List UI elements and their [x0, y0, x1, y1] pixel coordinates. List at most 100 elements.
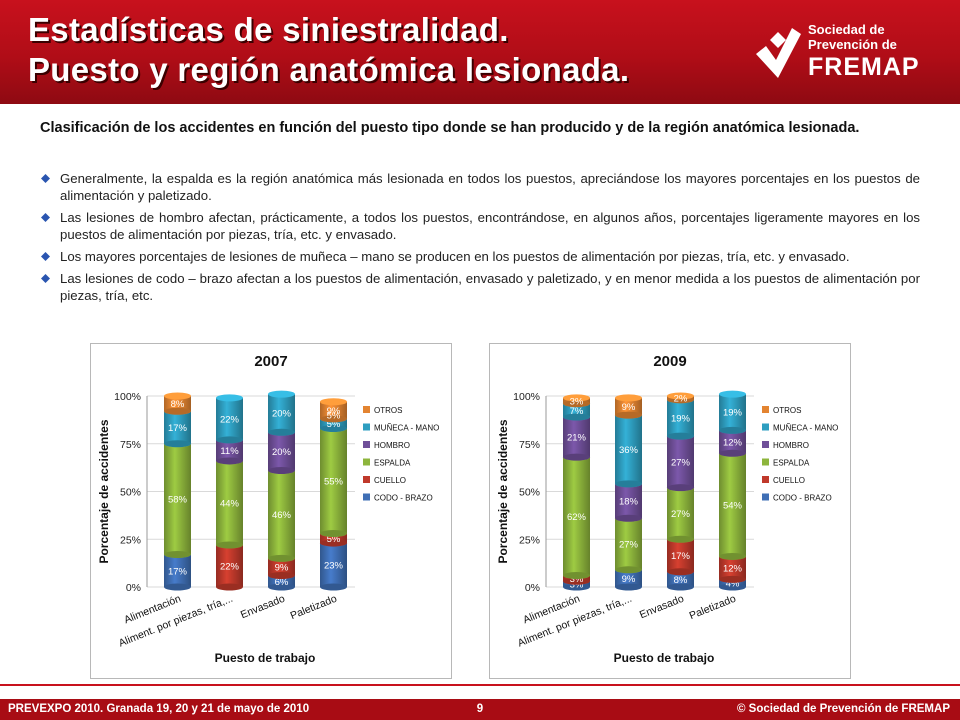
- x-tick-label: Paletizado: [289, 593, 339, 623]
- chart-2009-svg: 2009 0% 25% 50% 75% 100% Porcentaje de acciden…: [496, 353, 838, 665]
- data-label: 3%: [570, 396, 584, 407]
- diamond-bullet-icon: [41, 252, 50, 261]
- data-label: 3%: [570, 580, 584, 591]
- bar-segment: [667, 487, 694, 540]
- legend-swatch: [363, 493, 370, 501]
- legend-label: MUÑECA - MANO: [374, 424, 439, 433]
- bullet-text: Las lesiones de hombro afectan, práctica…: [60, 210, 920, 242]
- bar-segment-base: [667, 583, 694, 591]
- data-label: 2%: [674, 393, 688, 404]
- bar-segment-base: [164, 583, 191, 591]
- page-title: Estadísticas de siniestralidad. Puesto y…: [28, 10, 629, 90]
- legend-label: MUÑECA - MANO: [773, 424, 838, 433]
- diamond-bullet-icon: [41, 274, 50, 283]
- data-label: 22%: [220, 414, 240, 425]
- bar-segment: [320, 418, 347, 429]
- legend-swatch: [762, 493, 769, 501]
- bar-segment: [615, 569, 642, 587]
- bar-segment: [719, 579, 746, 587]
- bar-segment-base: [164, 440, 191, 448]
- data-label: 20%: [272, 447, 292, 458]
- logo-text: Sociedad de Prevención de FREMAP: [808, 22, 920, 82]
- data-label: 17%: [168, 566, 188, 577]
- bullet-item: Los mayores porcentajes de lesiones de m…: [40, 248, 920, 265]
- data-label: 22%: [220, 561, 240, 572]
- bar-segment-base: [667, 535, 694, 543]
- legend-swatch: [363, 458, 370, 466]
- y-tick-label: 50%: [519, 487, 540, 499]
- y-tick-label: 25%: [120, 534, 141, 546]
- legend-label: HOMBRO: [773, 441, 809, 450]
- bar-segment: [563, 403, 590, 418]
- bar-segment-base: [563, 400, 590, 408]
- data-label: 18%: [619, 497, 639, 508]
- legend-label: CODO - BRAZO: [374, 494, 433, 503]
- legend-swatch: [762, 476, 769, 483]
- legend-label: ESPALDA: [374, 459, 411, 468]
- bar-segment: [216, 460, 243, 545]
- x-tick-label: Envasado: [239, 593, 287, 622]
- header-banner: Estadísticas de siniestralidad. Puesto y…: [0, 0, 960, 104]
- bar-segment-base: [563, 577, 590, 585]
- y-tick-label: 100%: [114, 391, 141, 403]
- bar-segment-base: [563, 453, 590, 461]
- bar-segment: [320, 543, 347, 587]
- bullet-text: Los mayores porcentajes de lesiones de m…: [60, 249, 850, 264]
- bar-segment: [667, 436, 694, 488]
- data-label: 9%: [622, 402, 636, 413]
- logo-line-2: Prevención de: [808, 37, 897, 52]
- bar-segment-base: [164, 551, 191, 559]
- bar-segment-base: [719, 575, 746, 583]
- bar-segment-base: [667, 484, 694, 492]
- y-tick-label: 100%: [513, 391, 540, 403]
- data-label: 17%: [168, 423, 188, 434]
- bar-segment: [615, 415, 642, 484]
- legend-label: OTROS: [773, 406, 801, 415]
- fremap-logo: Sociedad de Prevención de FREMAP: [752, 22, 942, 86]
- page-title-line-1: Estadísticas de siniestralidad.: [28, 11, 509, 48]
- data-label: 8%: [674, 575, 688, 586]
- data-label: 20%: [272, 409, 292, 420]
- logo-line-1: Sociedad de: [808, 22, 885, 37]
- data-label: 44%: [220, 498, 240, 509]
- bar-segment: [667, 539, 694, 572]
- intro-text: Clasificación de los accidentes en funci…: [40, 120, 860, 136]
- bullet-item: Las lesiones de hombro afectan, práctica…: [40, 209, 920, 243]
- bar-segment: [667, 399, 694, 437]
- bar-segment-cap: [667, 392, 694, 400]
- data-label: 12%: [723, 563, 743, 574]
- bar-segment-base: [320, 583, 347, 591]
- bar-segment-cap: [216, 394, 243, 402]
- y-tick-label: 50%: [120, 487, 141, 499]
- data-label: 3%: [570, 574, 584, 585]
- data-label: 55%: [324, 476, 344, 487]
- bar-segment: [320, 401, 347, 419]
- y-tick-label: 75%: [519, 439, 540, 451]
- data-label: 36%: [619, 445, 639, 456]
- legend-label: ESPALDA: [773, 459, 810, 468]
- bar-segment-base: [615, 514, 642, 522]
- bar-segment-base: [563, 572, 590, 580]
- data-label: 19%: [671, 413, 691, 424]
- chart-2007-svg: 2007 0% 25% 50% 75% 100% Porcentaje de acciden…: [97, 353, 439, 665]
- bar-segment-base: [719, 552, 746, 560]
- bar-segment-base: [667, 432, 694, 440]
- bar-segment: [615, 518, 642, 570]
- y-tick-label: 0%: [126, 582, 141, 594]
- bar-segment: [164, 443, 191, 555]
- diamond-bullet-icon: [41, 213, 50, 222]
- bar-segment-base: [268, 583, 295, 591]
- legend-label: OTROS: [374, 406, 402, 415]
- footer-copyright: © Sociedad de Prevención de FREMAP: [737, 703, 950, 715]
- legend-swatch: [363, 476, 370, 483]
- data-label: 54%: [723, 500, 743, 511]
- bullet-item: Las lesiones de codo – brazo afectan a l…: [40, 270, 920, 304]
- bar-segment: [268, 470, 295, 559]
- bar-segment: [563, 457, 590, 576]
- data-label: 19%: [723, 408, 743, 419]
- data-label: 6%: [275, 577, 289, 588]
- bar-segment-base: [268, 554, 295, 562]
- bar-segment: [719, 556, 746, 580]
- bar-segment: [615, 397, 642, 416]
- bar-segment-base: [320, 424, 347, 432]
